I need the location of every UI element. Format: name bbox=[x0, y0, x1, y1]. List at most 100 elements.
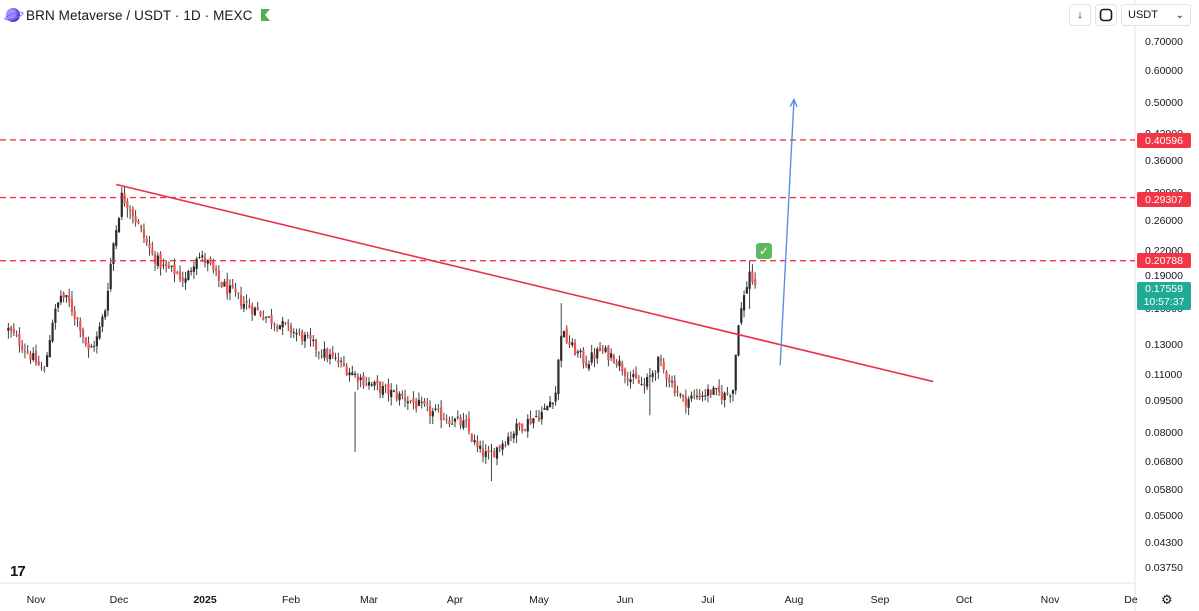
currency-select[interactable]: USDT ⌄ bbox=[1121, 4, 1191, 26]
candle-body bbox=[610, 353, 613, 358]
candle-body bbox=[679, 394, 682, 396]
candle-body bbox=[518, 423, 521, 427]
check-mark-icon: ✓ bbox=[756, 243, 772, 259]
candle-body bbox=[426, 403, 429, 406]
candle-body bbox=[462, 420, 465, 428]
price-tick-label: 0.26000 bbox=[1145, 215, 1183, 227]
descending-trendline[interactable] bbox=[116, 183, 934, 383]
candle-body bbox=[18, 333, 21, 346]
candle-body bbox=[629, 379, 632, 383]
candle-body bbox=[546, 405, 549, 411]
arrow-shaft bbox=[779, 99, 795, 366]
symbol-title[interactable]: BRN Metaverse / USDT · 1D · MEXC bbox=[26, 7, 253, 23]
candle-body bbox=[401, 393, 404, 396]
candle-body bbox=[504, 445, 507, 447]
candle-body bbox=[201, 255, 204, 258]
candle-body bbox=[484, 451, 487, 458]
candle-body bbox=[423, 400, 426, 405]
candle-body bbox=[312, 339, 315, 342]
candle-body bbox=[192, 266, 196, 272]
candle-body bbox=[10, 326, 13, 331]
candle-body bbox=[476, 441, 479, 448]
fullscreen-button[interactable] bbox=[1095, 4, 1117, 26]
candle-body bbox=[184, 278, 187, 283]
top-right-toolbar: ↓ USDT ⌄ bbox=[1069, 4, 1191, 26]
horizontal-levels bbox=[0, 139, 1135, 262]
candle-body bbox=[190, 270, 193, 272]
candle-body bbox=[267, 316, 270, 318]
fullscreen-icon bbox=[1099, 8, 1113, 22]
price-tick-label: 0.06800 bbox=[1145, 456, 1183, 468]
candle-body bbox=[676, 390, 679, 394]
price-tick-label: 0.05000 bbox=[1145, 510, 1183, 522]
candle-body bbox=[754, 279, 757, 285]
candle-body bbox=[365, 383, 368, 385]
candle-body bbox=[373, 381, 376, 386]
candle-body bbox=[142, 229, 146, 239]
candle-body bbox=[93, 345, 96, 347]
download-button[interactable]: ↓ bbox=[1069, 4, 1091, 26]
candle-body bbox=[406, 401, 409, 404]
candle-body bbox=[351, 372, 354, 376]
projection-arrow[interactable] bbox=[779, 97, 798, 366]
candle-body bbox=[428, 405, 432, 416]
candle-body bbox=[306, 334, 309, 336]
candle-body bbox=[26, 351, 29, 353]
candle-body bbox=[281, 320, 284, 328]
candle-body bbox=[353, 373, 357, 376]
candle-body bbox=[342, 363, 346, 366]
candle-body bbox=[690, 395, 693, 399]
candle-body bbox=[206, 259, 209, 264]
time-tick-label: Dec bbox=[109, 594, 129, 606]
candle-body bbox=[412, 398, 415, 403]
candle-body bbox=[445, 419, 448, 421]
candle-body bbox=[198, 256, 201, 259]
candle-body bbox=[95, 336, 98, 347]
candle-body bbox=[529, 417, 532, 424]
candle-body bbox=[112, 243, 115, 264]
download-icon: ↓ bbox=[1077, 9, 1083, 21]
candle-body bbox=[604, 347, 607, 352]
candle-body bbox=[378, 381, 382, 393]
candle-body bbox=[228, 285, 232, 293]
candle-body bbox=[126, 201, 129, 209]
candle-body bbox=[560, 336, 563, 361]
candle-body bbox=[487, 450, 490, 453]
candle-body bbox=[156, 255, 159, 266]
candle-body bbox=[87, 342, 90, 350]
candle-body bbox=[662, 361, 665, 370]
candle-body bbox=[106, 290, 110, 311]
price-tick-label: 0.36000 bbox=[1145, 155, 1183, 167]
candle-body bbox=[340, 360, 343, 362]
candle-body bbox=[579, 350, 582, 353]
candle-body bbox=[601, 349, 604, 351]
candle-body bbox=[98, 326, 101, 339]
candle-body bbox=[234, 288, 237, 293]
candle-body bbox=[682, 394, 685, 398]
candle-body bbox=[15, 334, 18, 336]
candle-body bbox=[301, 331, 304, 342]
candle-body bbox=[84, 337, 87, 345]
candle-body bbox=[226, 279, 229, 295]
candle-body bbox=[115, 230, 118, 246]
candle-body bbox=[362, 375, 365, 386]
candle-body bbox=[337, 360, 340, 364]
candle-body bbox=[151, 248, 154, 254]
time-tick-label: Aug bbox=[784, 594, 804, 606]
candle-body bbox=[723, 392, 726, 401]
candle-body bbox=[326, 349, 329, 360]
candle-body bbox=[634, 372, 638, 379]
candle-body bbox=[742, 295, 746, 311]
green-flag-icon[interactable] bbox=[260, 9, 270, 21]
candle-body bbox=[153, 254, 157, 264]
tradingview-logo[interactable]: 17 bbox=[10, 563, 26, 580]
candle-body bbox=[565, 329, 568, 343]
time-tick-label: May bbox=[529, 594, 549, 606]
candle-body bbox=[284, 322, 287, 324]
settings-gear-icon[interactable]: ⚙ bbox=[1161, 592, 1173, 607]
candle-body bbox=[659, 358, 663, 361]
candle-body bbox=[384, 385, 387, 387]
candle-body bbox=[745, 287, 748, 294]
candle-body bbox=[571, 342, 574, 346]
